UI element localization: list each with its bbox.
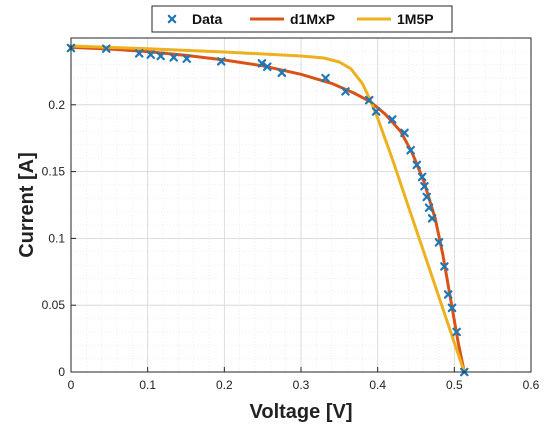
x-axis-title: Voltage [V] — [250, 401, 353, 423]
data-point-marker — [101, 44, 111, 53]
data-point-marker — [257, 59, 267, 68]
data-point-marker — [182, 54, 192, 64]
series — [66, 43, 469, 377]
legend-box — [151, 5, 453, 33]
legend-label: d1MxP — [290, 11, 335, 27]
data-point-marker — [169, 53, 179, 62]
x-tick-label: 0.2 — [216, 378, 233, 392]
data-point-marker — [277, 68, 287, 78]
x-tick-label: 0.6 — [523, 378, 540, 392]
data-point-marker — [427, 214, 437, 223]
y-axis-ticks: 0 0.05 0.1 0.15 0.2 — [42, 98, 76, 379]
y-tick-label: 0 — [58, 365, 65, 379]
data-point-marker — [156, 51, 165, 61]
data-point-marker — [400, 128, 409, 138]
data-point-marker — [321, 73, 330, 83]
data-point-marker — [422, 192, 432, 202]
data-point-marker — [262, 62, 272, 72]
data-point-marker — [420, 181, 429, 191]
data-point-marker — [424, 203, 434, 212]
x-tick-label: 0.3 — [293, 378, 310, 392]
series-line-d1mxp — [69, 45, 466, 374]
legend-marker — [167, 14, 177, 24]
data-point-marker — [387, 115, 397, 124]
data-point-marker — [447, 303, 457, 313]
data-point-marker — [364, 95, 374, 105]
y-tick-label: 0.05 — [42, 298, 66, 312]
data-point-marker — [443, 290, 453, 299]
legend-label: 1M5P — [397, 11, 434, 27]
data-point-marker — [216, 57, 226, 66]
data-point-marker — [371, 107, 381, 116]
plot-frame — [70, 37, 532, 373]
data-point-marker — [452, 327, 461, 337]
series-line-1m5p — [69, 44, 466, 374]
x-tick-label: 0.5 — [446, 378, 463, 392]
y-tick-label: 0.2 — [48, 98, 65, 112]
x-axis-ticks: 0 0.1 0.2 0.3 0.4 0.5 0.6 — [68, 367, 540, 392]
legend-label: Data — [192, 11, 223, 27]
x-tick-label: 0 — [68, 378, 75, 392]
legend-entry-1m5p: 1M5P — [357, 11, 434, 27]
legend: Data d1MxP 1M5P — [151, 5, 453, 33]
data-point-marker — [434, 238, 444, 247]
x-tick-label: 0.1 — [139, 378, 156, 392]
data-point-marker — [146, 50, 156, 59]
data-point-marker — [440, 262, 449, 271]
data-point-marker — [412, 160, 422, 170]
y-axis-title: Current [A] — [16, 152, 38, 258]
legend-entry-d1mxp: d1MxP — [250, 11, 335, 27]
data-point-marker — [406, 145, 415, 155]
y-tick-label: 0.1 — [48, 231, 65, 245]
data-point-marker — [341, 87, 350, 96]
data-point-marker — [134, 49, 144, 58]
x-tick-label: 0.4 — [369, 378, 386, 392]
grid — [71, 38, 531, 372]
data-point-marker — [417, 172, 427, 182]
legend-items: Data d1MxP 1M5P — [167, 11, 434, 27]
legend-entry-data: Data — [167, 11, 223, 27]
y-tick-label: 0.15 — [42, 165, 66, 179]
